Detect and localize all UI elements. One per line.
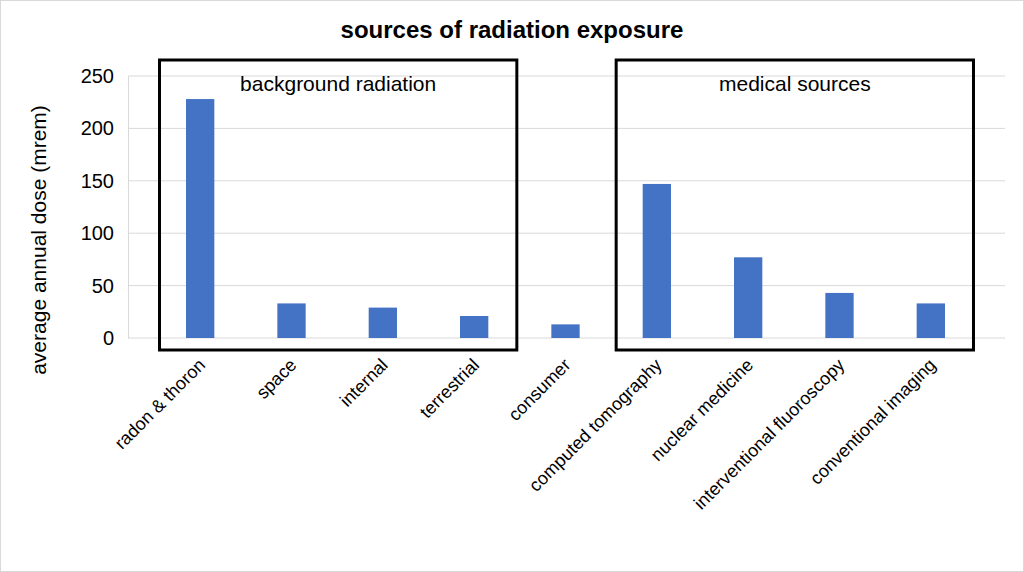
y-axis: 0 50 100 150 200 250 <box>81 65 129 349</box>
grid-line <box>128 233 1005 234</box>
x-tick-label: interventional fluoroscopy <box>690 355 848 513</box>
x-tick-label: terrestrial <box>416 355 483 422</box>
x-tick: space <box>252 350 300 403</box>
chart: 0 50 100 150 200 250 radon & thoron space intern… <box>0 0 1024 572</box>
x-tick-label: radon & thoron <box>111 355 209 453</box>
x-tick: consumer <box>504 350 574 425</box>
bar <box>277 303 305 338</box>
bar <box>186 99 214 338</box>
x-tick-label: internal <box>336 355 392 411</box>
y-tick-label: 50 <box>92 275 114 297</box>
bar <box>551 324 579 338</box>
background <box>1 1 1024 572</box>
x-tick-label: space <box>252 355 300 403</box>
bar <box>460 316 488 338</box>
bar <box>917 303 945 338</box>
x-tick: conventional imaging <box>806 350 940 489</box>
x-tick: terrestrial <box>416 350 483 422</box>
x-tick-label: consumer <box>504 355 574 425</box>
y-tick-label: 100 <box>81 222 114 244</box>
y-tick-label: 0 <box>103 327 114 349</box>
grid-line <box>128 128 1005 129</box>
annotation-text: medical sources <box>719 72 871 95</box>
annotation-box <box>160 60 517 350</box>
y-tick: 250 <box>81 65 128 87</box>
bar <box>734 257 762 338</box>
bar <box>369 308 397 338</box>
y-tick-label: 250 <box>81 65 114 87</box>
y-tick: 100 <box>81 222 128 244</box>
x-tick-label: computed tomography <box>525 355 666 496</box>
annotation-box <box>616 60 973 350</box>
x-tick: interventional fluoroscopy <box>690 350 848 513</box>
grid <box>128 76 1005 338</box>
y-tick: 50 <box>92 275 128 297</box>
x-axis: radon & thoron space internal terrestrial co… <box>111 350 1009 513</box>
x-tick-label: conventional imaging <box>806 355 940 489</box>
y-tick: 0 <box>103 327 128 349</box>
x-tick: internal <box>336 350 392 411</box>
x-tick: computed tomography <box>525 350 666 496</box>
x-tick: radon & thoron <box>111 350 209 453</box>
y-tick-label: 150 <box>81 170 114 192</box>
grid-line <box>128 180 1005 181</box>
bar <box>825 293 853 338</box>
bars <box>186 99 945 338</box>
bar <box>643 184 671 338</box>
y-axis-line <box>128 77 129 339</box>
annotation-text: background radiation <box>240 72 436 95</box>
grid-line <box>128 285 1005 286</box>
y-tick: 150 <box>81 170 128 192</box>
y-tick-label: 200 <box>81 117 114 139</box>
y-axis-title: average annual dose (mrem) <box>27 105 50 375</box>
annotations: background radiation medical sources <box>160 60 974 350</box>
title: sources of radiation exposure <box>341 16 684 43</box>
y-tick: 200 <box>81 117 128 139</box>
